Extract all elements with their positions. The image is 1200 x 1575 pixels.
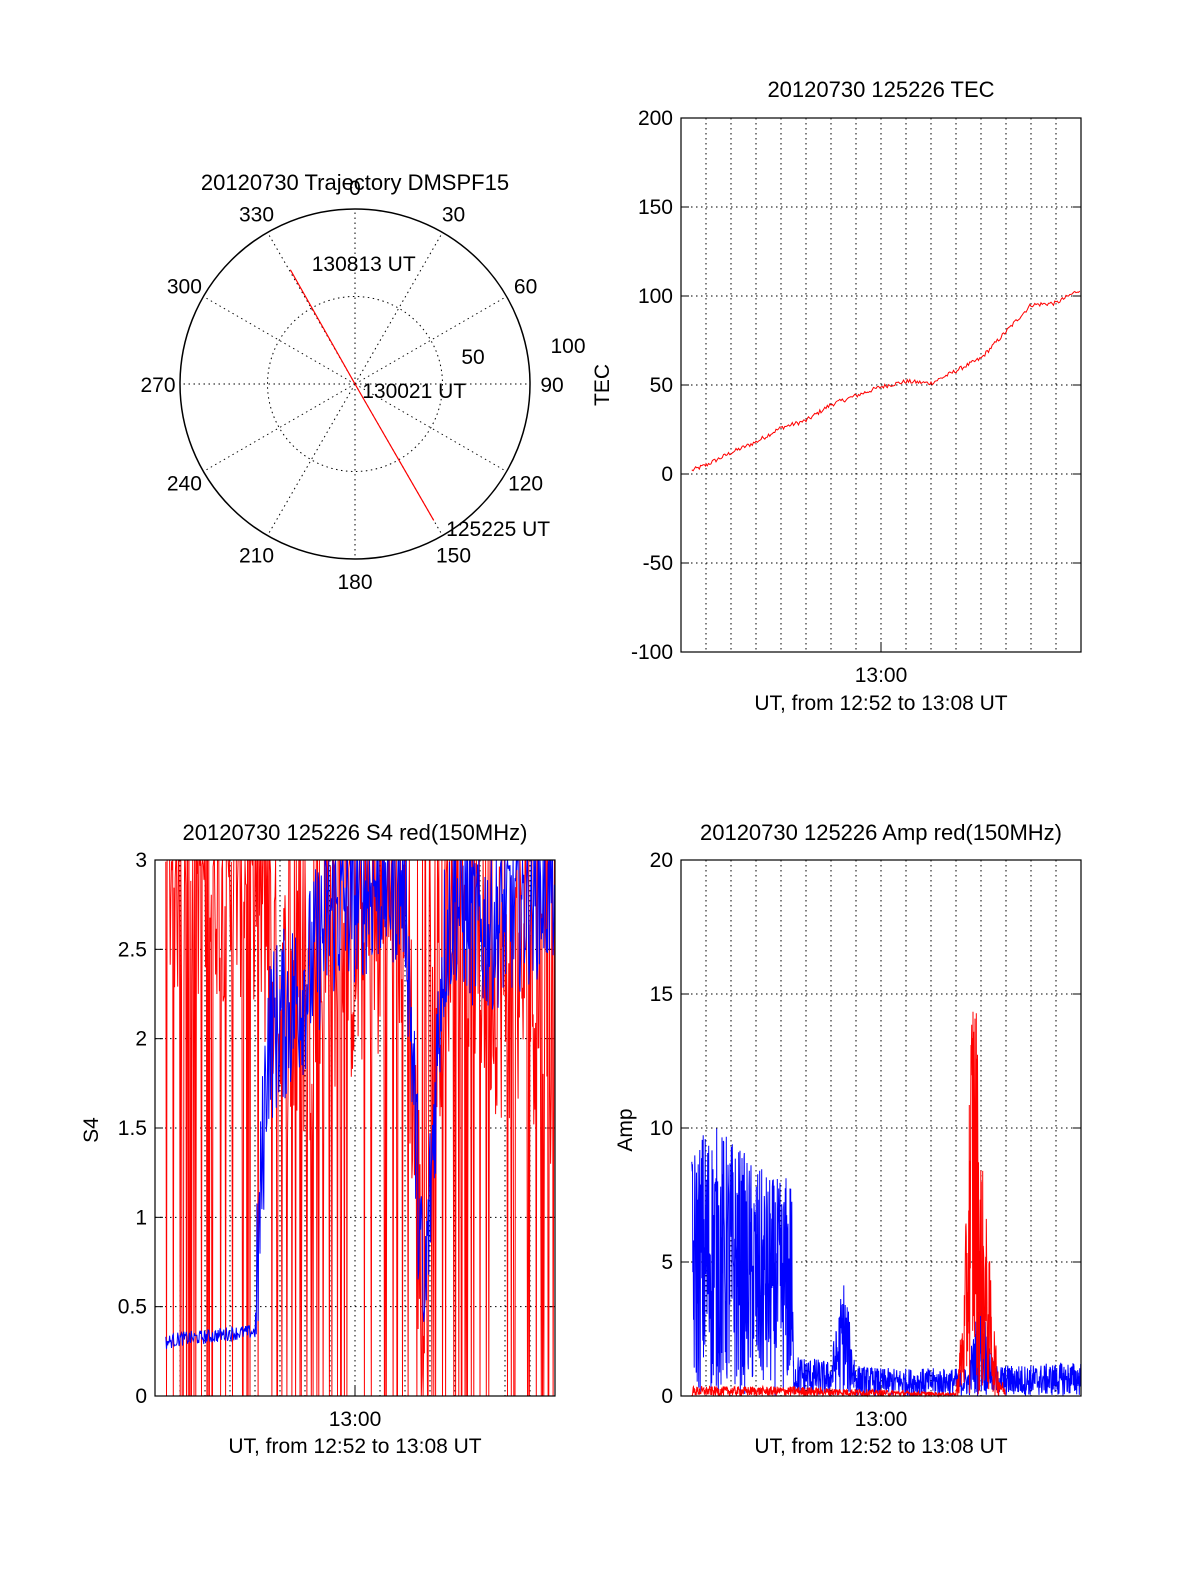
polar-spoke <box>354 296 507 385</box>
y-tick-label: -50 <box>643 552 673 575</box>
trajectory-track <box>289 269 435 521</box>
polar-angle-label: 60 <box>514 276 537 299</box>
s4-y-label: S4 <box>80 1117 103 1143</box>
y-tick-label: 150 <box>638 196 673 219</box>
polar-spoke <box>267 232 356 385</box>
x-tick-label: 13:00 <box>329 1408 382 1431</box>
amp-y-label: Amp <box>614 1108 637 1151</box>
trajectory-time-annotation: 130813 UT <box>312 253 416 276</box>
y-tick-label: 15 <box>650 983 673 1006</box>
polar-angle-label: 210 <box>239 545 274 568</box>
s4-x-label: UT, from 12:52 to 13:08 UT <box>228 1435 481 1458</box>
y-tick-label: 10 <box>650 1117 673 1140</box>
amp-title: 20120730 125226 Amp red(150MHz) <box>700 820 1062 845</box>
y-tick-label: 3 <box>135 849 147 872</box>
tec-title: 20120730 125226 TEC <box>767 77 994 102</box>
y-tick-label: 2 <box>135 1028 147 1051</box>
y-tick-label: -100 <box>631 641 673 664</box>
y-tick-label: 100 <box>638 285 673 308</box>
polar-radius-label: 50 <box>461 346 484 369</box>
polar-ring-50 <box>267 296 443 472</box>
y-tick-label: 2.5 <box>118 938 147 961</box>
s4-title: 20120730 125226 S4 red(150MHz) <box>183 820 528 845</box>
polar-spoke <box>354 232 443 385</box>
series-line-red <box>691 290 1081 472</box>
polar-outer-circle <box>179 208 531 560</box>
amp-plot-frame <box>680 859 1082 1397</box>
series-line-red <box>691 1011 1007 1398</box>
y-tick-label: 5 <box>661 1251 673 1274</box>
y-tick-label: 1.5 <box>118 1117 147 1140</box>
tec-y-label: TEC <box>591 364 614 406</box>
y-tick-label: 200 <box>638 107 673 130</box>
trajectory-polar-panel: 20120730 Trajectory DMSPF15 0 30 60 90 120 15… <box>140 170 585 594</box>
polar-angle-label: 0 <box>349 177 361 200</box>
polar-angle-label: 30 <box>442 203 465 226</box>
polar-spoke <box>354 383 507 472</box>
amp-x-label: UT, from 12:52 to 13:08 UT <box>754 1435 1007 1458</box>
polar-radius-label: 100 <box>550 335 585 358</box>
polar-title: 20120730 Trajectory DMSPF15 <box>201 170 509 195</box>
y-tick-label: 0.5 <box>118 1296 147 1319</box>
polar-angle-label: 180 <box>337 571 372 594</box>
tec-plot-frame <box>680 117 1082 653</box>
tec-panel: 20120730 125226 TEC -100 -50 0 50 100 150 200 1… <box>591 77 1082 715</box>
polar-angle-label: 120 <box>508 473 543 496</box>
polar-angle-label: 270 <box>140 374 175 397</box>
y-tick-label: 20 <box>650 849 673 872</box>
y-tick-label: 0 <box>661 1385 673 1408</box>
y-tick-label: 1 <box>135 1206 147 1229</box>
y-tick-label: 0 <box>661 463 673 486</box>
series-line-blue <box>691 1128 1082 1396</box>
polar-angle-label: 150 <box>436 545 471 568</box>
y-tick-label: 50 <box>650 374 673 397</box>
trajectory-time-annotation: 125225 UT <box>446 518 550 541</box>
trajectory-time-annotation: 130021 UT <box>362 380 466 403</box>
y-tick-label: 0 <box>135 1385 147 1408</box>
polar-angle-label: 90 <box>540 374 563 397</box>
s4-panel: 20120730 125226 S4 red(150MHz) 0 0.5 1 1.5 2… <box>80 820 556 1458</box>
amp-panel: 20120730 125226 Amp red(150MHz) 0 5 10 15 20… <box>614 820 1082 1458</box>
x-tick-label: 13:00 <box>855 1408 908 1431</box>
polar-angle-label: 300 <box>167 276 202 299</box>
polar-angle-label: 330 <box>239 203 274 226</box>
x-tick-label: 13:00 <box>855 664 908 687</box>
polar-spoke <box>267 383 356 536</box>
polar-angle-label: 240 <box>167 473 202 496</box>
polar-spoke <box>203 383 356 472</box>
s4-plot-frame <box>154 859 556 1397</box>
polar-spoke <box>203 296 356 385</box>
tec-x-label: UT, from 12:52 to 13:08 UT <box>754 692 1007 715</box>
